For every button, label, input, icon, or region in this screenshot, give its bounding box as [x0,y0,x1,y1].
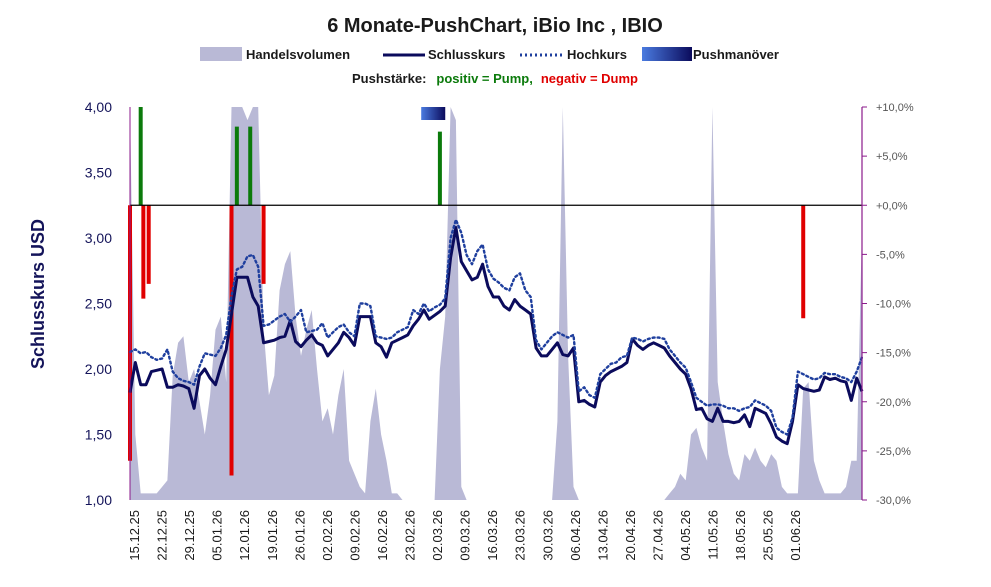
y-tick-label: 1,50 [85,427,112,443]
x-tick-label: 13.04.26 [595,510,610,561]
y-tick-label: 4,00 [85,99,112,115]
x-tick-label: 15.12.25 [127,510,142,561]
y2-tick-label: -30,0% [876,495,911,507]
y2-tick-label: -10,0% [876,299,911,311]
y2-tick-label: -25,0% [876,446,911,458]
x-tick-label: 11.05.26 [706,510,721,560]
y2-tick-label: -15,0% [876,348,911,360]
y2-tick-label: +5,0% [876,151,908,163]
chart-title: 6 Monate-PushChart, iBio Inc , IBIO [327,15,663,37]
push-legend-negative: negativ = Dump [541,71,638,86]
x-tick-label: 12.01.26 [237,510,252,561]
x-tick-label: 09.03.26 [458,510,473,561]
push-legend-positive: positiv = Pump, [436,71,532,86]
y-axis-label: Schlusskurs USD [28,219,48,369]
x-tick-label: 25.05.26 [761,510,776,561]
legend-swatch-volume [200,47,242,61]
y2-tick-label: +0,0% [876,200,908,212]
x-tick-label: 05.01.26 [210,510,225,561]
y-tick-label: 3,50 [85,165,112,181]
x-tick-label: 01.06.26 [788,510,803,561]
y2-tick-label: -20,0% [876,397,911,409]
legend-swatch-pushmanoever [642,47,692,61]
legend-label-close: Schlusskurs [428,47,505,62]
x-tick-label: 20.04.26 [623,510,638,561]
volume-layer [130,107,862,500]
x-tick-label: 23.02.26 [403,510,418,561]
x-tick-label: 26.01.26 [292,510,307,561]
x-tick-label: 06.04.26 [568,510,583,561]
series-high-line [128,218,864,436]
x-tick-label: 09.02.26 [347,510,362,561]
push-legend: Pushstärke: positiv = Pump, negativ = Dump [352,71,638,86]
legend: Handelsvolumen Schlusskurs Hochkurs Push… [200,47,779,62]
y2-tick-label: -5,0% [876,249,905,261]
x-tick-label: 23.03.26 [513,510,528,561]
x-tick-label: 29.12.25 [182,510,197,561]
line-layer [128,218,864,446]
y-tick-label: 2,50 [85,296,112,312]
x-tick-label: 18.05.26 [733,510,748,561]
y-tick-label: 3,00 [85,230,112,246]
legend-label-high: Hochkurs [567,47,627,62]
pushmanoever-marker [421,107,446,120]
x-tick-label: 30.03.26 [540,510,555,561]
x-tick-label: 27.04.26 [651,510,666,561]
legend-label-pushmanoever: Pushmanöver [693,47,779,62]
x-tick-label: 16.03.26 [485,510,500,561]
x-tick-label: 02.03.26 [430,510,445,561]
series-close-line [128,226,864,446]
x-tick-label: 04.05.26 [678,510,693,561]
x-tick-label: 19.01.26 [265,510,280,561]
x-tick-label: 02.02.26 [320,510,335,561]
y2-tick-label: +10,0% [876,102,914,114]
volume-area [130,107,862,500]
y-tick-label: 1,00 [85,492,112,508]
push-legend-label: Pushstärke: [352,71,426,86]
legend-label-volume: Handelsvolumen [246,47,350,62]
y-tick-label: 2,00 [85,361,112,377]
axis-layer: 1,00 1,50 2,00 2,50 3,00 3,50 4,00 -30,0% -25,0%… [85,99,914,561]
x-tick-label: 22.12.25 [155,510,170,561]
x-tick-label: 16.02.26 [375,510,390,561]
